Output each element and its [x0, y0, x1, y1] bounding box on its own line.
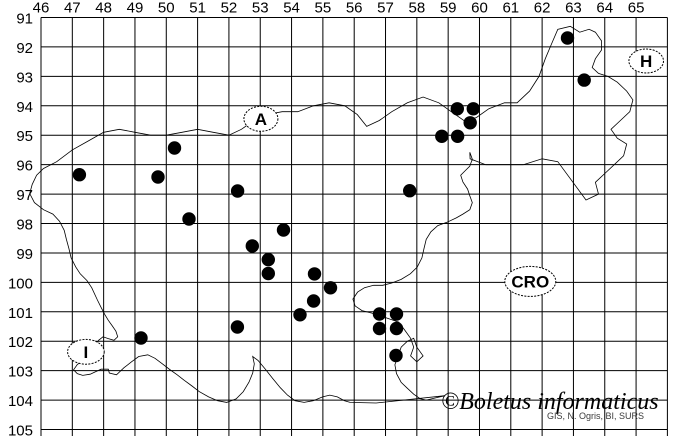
- svg-text:96: 96: [16, 158, 33, 175]
- svg-text:99: 99: [16, 246, 33, 263]
- svg-text:50: 50: [158, 0, 175, 17]
- svg-text:51: 51: [189, 0, 206, 17]
- svg-text:64: 64: [596, 0, 613, 17]
- svg-text:54: 54: [283, 0, 300, 17]
- svg-text:104: 104: [8, 393, 33, 410]
- svg-text:93: 93: [16, 69, 33, 86]
- svg-text:102: 102: [8, 334, 33, 351]
- svg-text:CRO: CRO: [511, 272, 549, 291]
- svg-text:60: 60: [471, 0, 488, 17]
- svg-text:53: 53: [252, 0, 269, 17]
- svg-text:95: 95: [16, 128, 33, 145]
- svg-text:105: 105: [8, 423, 33, 436]
- svg-text:46: 46: [33, 0, 50, 17]
- svg-text:92: 92: [16, 40, 33, 57]
- svg-text:52: 52: [221, 0, 238, 17]
- svg-text:61: 61: [502, 0, 519, 17]
- svg-text:91: 91: [16, 11, 33, 28]
- svg-text:GIS, N. Ogris, BI, SURS: GIS, N. Ogris, BI, SURS: [547, 411, 644, 421]
- svg-text:62: 62: [534, 0, 551, 17]
- svg-text:49: 49: [127, 0, 144, 17]
- svg-text:97: 97: [16, 187, 33, 204]
- svg-text:A: A: [255, 110, 267, 129]
- svg-text:56: 56: [346, 0, 363, 17]
- svg-text:47: 47: [64, 0, 81, 17]
- svg-text:103: 103: [8, 364, 33, 381]
- svg-text:55: 55: [315, 0, 332, 17]
- svg-text:98: 98: [16, 217, 33, 234]
- svg-text:58: 58: [408, 0, 425, 17]
- svg-text:59: 59: [440, 0, 457, 17]
- svg-text:65: 65: [628, 0, 645, 17]
- svg-text:57: 57: [377, 0, 394, 17]
- svg-text:101: 101: [8, 305, 33, 322]
- svg-text:94: 94: [16, 99, 33, 116]
- svg-text:48: 48: [95, 0, 112, 17]
- svg-text:I: I: [84, 343, 89, 362]
- svg-text:H: H: [640, 52, 652, 71]
- svg-text:100: 100: [8, 275, 33, 292]
- svg-text:63: 63: [565, 0, 582, 17]
